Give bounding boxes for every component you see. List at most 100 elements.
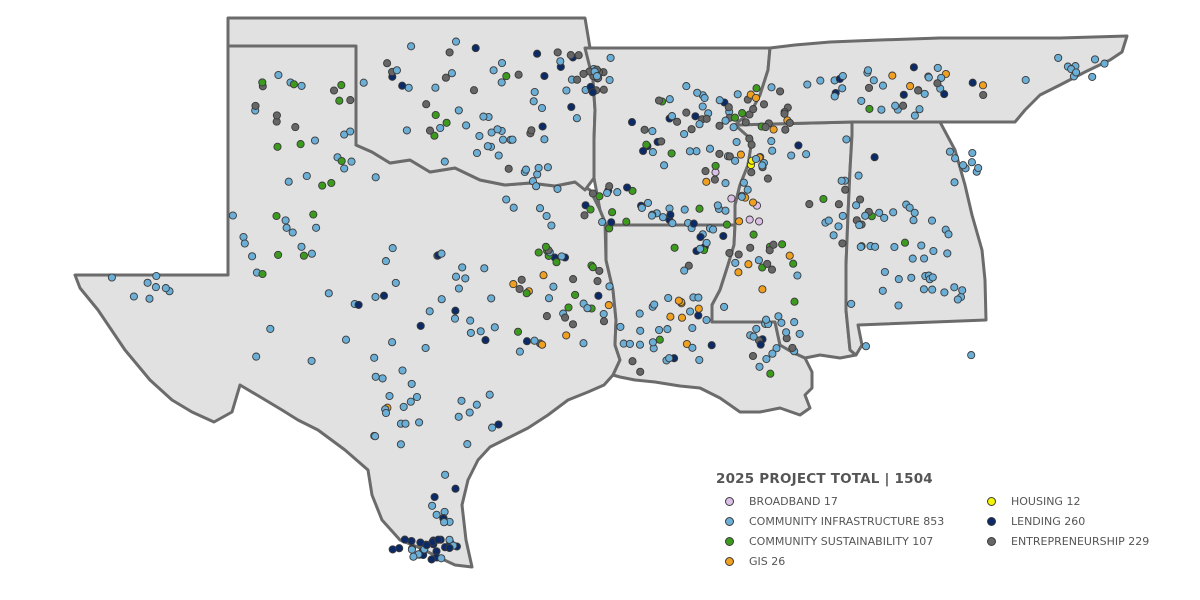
infrastructure-project-point bbox=[967, 158, 976, 167]
infrastructure-project-point bbox=[391, 278, 400, 287]
infrastructure-project-point bbox=[915, 105, 924, 114]
lending-project-point bbox=[434, 535, 443, 544]
infrastructure-project-point bbox=[547, 221, 556, 230]
infrastructure-project-point bbox=[533, 170, 542, 179]
infrastructure-project-point bbox=[830, 92, 839, 101]
infrastructure-project-point bbox=[599, 309, 608, 319]
infrastructure-project-point bbox=[767, 137, 776, 146]
infrastructure-project-point bbox=[437, 295, 446, 304]
infrastructure-project-point bbox=[731, 258, 740, 267]
infrastructure-project-point bbox=[695, 355, 704, 365]
entrepreneurship-project-point bbox=[527, 126, 536, 135]
infrastructure-project-point bbox=[489, 66, 498, 75]
infrastructure-project-point bbox=[475, 131, 484, 141]
infrastructure-project-point bbox=[655, 325, 664, 335]
infrastructure-project-point bbox=[709, 225, 718, 234]
sustainability-project-point bbox=[258, 269, 267, 279]
legend-item-gis: GIS 26 bbox=[716, 551, 978, 571]
sustainability-project-point bbox=[552, 258, 561, 267]
lending-project-point bbox=[627, 118, 637, 127]
sustainability-project-point bbox=[335, 96, 344, 105]
infrastructure-project-point bbox=[425, 307, 434, 316]
legend-title: 2025 PROJECT TOTAL | 1504 bbox=[716, 471, 933, 487]
entrepreneurship-project-point bbox=[251, 101, 260, 110]
infrastructure-project-point bbox=[454, 284, 463, 293]
infrastructure-project-point bbox=[485, 390, 494, 399]
infrastructure-project-point bbox=[837, 176, 846, 185]
infrastructure-project-point bbox=[532, 182, 541, 191]
infrastructure-project-point bbox=[498, 135, 508, 144]
gis-project-point bbox=[702, 177, 711, 186]
lending-project-point bbox=[416, 321, 425, 330]
infrastructure-project-point bbox=[451, 272, 461, 281]
entrepreneurship-project-point bbox=[599, 85, 608, 94]
infrastructure-project-point bbox=[465, 408, 474, 417]
entrepreneurship-project-point bbox=[715, 149, 724, 158]
infrastructure-project-point bbox=[793, 271, 802, 280]
infrastructure-project-point bbox=[768, 349, 777, 358]
gis-project-point bbox=[682, 339, 691, 349]
lending-project-point bbox=[719, 231, 728, 241]
infrastructure-project-point bbox=[878, 286, 887, 295]
gis-project-point bbox=[785, 251, 794, 260]
lending-project-point bbox=[445, 543, 454, 553]
gis-project-point bbox=[744, 260, 753, 269]
infrastructure-project-point bbox=[852, 201, 861, 210]
infrastructure-project-point bbox=[665, 95, 674, 104]
infrastructure-project-point bbox=[557, 252, 566, 261]
infrastructure-project-point bbox=[530, 87, 539, 97]
infrastructure-project-point bbox=[905, 203, 914, 212]
infrastructure-project-point bbox=[802, 150, 811, 159]
entrepreneurship-project-point bbox=[441, 73, 450, 82]
infrastructure-project-point bbox=[667, 112, 677, 121]
legend-label: HOUSING 12 bbox=[1011, 494, 1081, 508]
entrepreneurship-project-point bbox=[517, 275, 526, 284]
entrepreneurship-project-point bbox=[422, 100, 431, 109]
infrastructure-project-point bbox=[281, 216, 290, 225]
infrastructure-project-point bbox=[472, 400, 481, 409]
infrastructure-project-point bbox=[535, 204, 545, 213]
entrepreneurship-project-point bbox=[725, 152, 734, 161]
entrepreneurship-project-point bbox=[979, 90, 988, 100]
sustainability-project-point bbox=[588, 263, 597, 272]
infrastructure-project-point bbox=[856, 242, 865, 251]
infrastructure-project-point bbox=[431, 83, 440, 92]
infrastructure-project-point bbox=[428, 501, 437, 510]
infrastructure-project-point bbox=[392, 66, 401, 75]
infrastructure-project-point bbox=[737, 192, 746, 201]
infrastructure-project-point bbox=[774, 312, 783, 321]
infrastructure-project-point bbox=[406, 397, 415, 406]
lending-project-point bbox=[388, 545, 397, 554]
entrepreneurship-project-point bbox=[747, 168, 756, 177]
infrastructure-project-point bbox=[625, 339, 634, 348]
infrastructure-project-point bbox=[682, 82, 691, 91]
gis-project-point bbox=[694, 304, 703, 313]
infrastructure-project-point bbox=[556, 57, 565, 66]
infrastructure-project-point bbox=[937, 73, 946, 82]
infrastructure-project-point bbox=[702, 238, 711, 247]
infrastructure-project-point bbox=[415, 418, 424, 427]
infrastructure-project-point bbox=[407, 545, 416, 554]
lending-project-point bbox=[540, 71, 549, 81]
infrastructure-project-point bbox=[310, 136, 320, 145]
infrastructure-project-point bbox=[152, 271, 161, 281]
infrastructure-project-point bbox=[891, 101, 900, 110]
infrastructure-project-point bbox=[542, 211, 551, 221]
infrastructure-project-point bbox=[705, 144, 715, 153]
entrepreneurship-project-point bbox=[748, 351, 758, 361]
entrepreneurship-project-point bbox=[687, 125, 696, 134]
sustainability-project-point bbox=[541, 242, 550, 251]
lending-project-point bbox=[471, 44, 480, 53]
lending-project-point bbox=[694, 311, 703, 320]
entrepreneurship-project-point bbox=[469, 86, 479, 95]
infrastructure-project-point bbox=[472, 148, 482, 158]
gis-project-point bbox=[604, 301, 613, 310]
infrastructure-project-point bbox=[861, 342, 871, 351]
sustainability-project-point bbox=[309, 210, 318, 219]
entrepreneurship-project-point bbox=[682, 108, 691, 117]
entrepreneurship-project-point bbox=[741, 118, 750, 127]
entrepreneurship-project-point bbox=[763, 174, 772, 183]
entrepreneurship-project-point bbox=[838, 239, 847, 248]
sustainability-project-point bbox=[642, 140, 651, 149]
entrepreneurship-project-point bbox=[785, 118, 794, 127]
